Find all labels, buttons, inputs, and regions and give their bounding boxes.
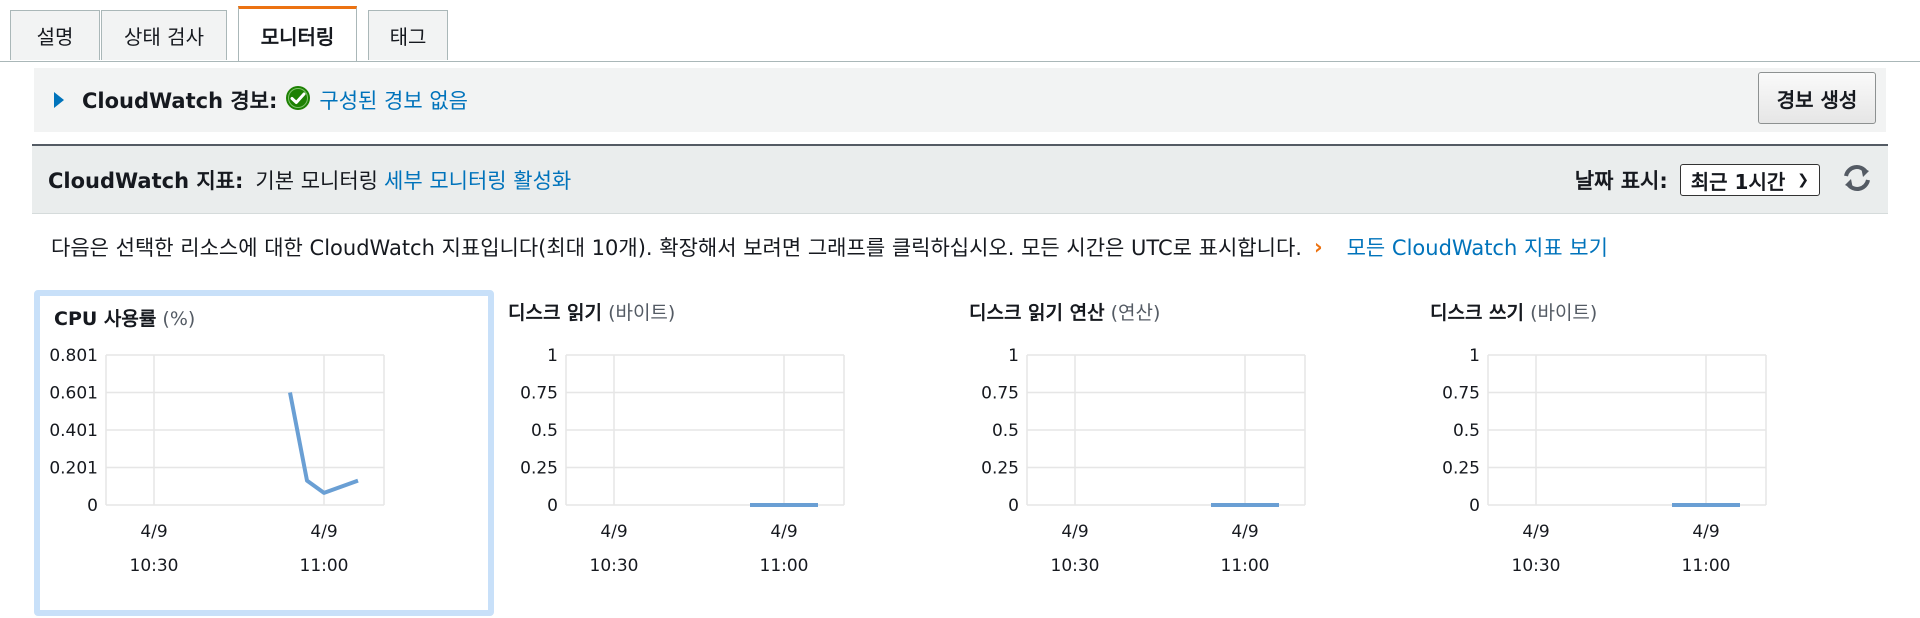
x-tick-date: 4/9	[770, 522, 797, 542]
series-line	[288, 392, 359, 495]
chart-unit: (%)	[162, 308, 196, 330]
enable-detailed-monitoring-link[interactable]: 세부 모니터링 활성화	[384, 169, 572, 193]
view-all-metrics-link[interactable]: 모든 CloudWatch 지표 보기	[1346, 236, 1608, 260]
x-tick-date: 4/9	[1692, 522, 1719, 542]
x-tick-time: 10:30	[1051, 556, 1100, 576]
chart-unit: (연산)	[1110, 302, 1161, 324]
monitoring-mode: 기본 모니터링	[255, 169, 379, 193]
chart-plot: 1 0.75 0.5 0.25 0 4/9 10:30 4/9 11:00	[520, 346, 845, 576]
x-tick-time: 11:00	[760, 556, 809, 576]
chart-unit: (바이트)	[1530, 302, 1598, 324]
date-range-label: 날짜 표시:	[1574, 169, 1668, 193]
metrics-info-text: 다음은 선택한 리소스에 대한 CloudWatch 지표입니다(최대 10개)…	[51, 236, 1302, 260]
y-tick-label: 0.25	[1442, 459, 1480, 479]
x-tick-time: 11:00	[300, 556, 349, 576]
chart-title-text: CPU 사용률	[54, 308, 157, 330]
y-tick-label: 1	[1008, 346, 1019, 366]
x-tick-date: 4/9	[1061, 522, 1088, 542]
chart-title-text: 디스크 읽기	[508, 302, 603, 324]
y-tick-label: 0.201	[49, 459, 98, 479]
tab-label: 모니터링	[260, 24, 335, 49]
metrics-header-left: CloudWatch 지표: 기본 모니터링 세부 모니터링 활성화	[48, 146, 571, 214]
y-tick-label: 0.75	[1442, 384, 1480, 404]
date-range-select[interactable]: 최근 1시간 ❯	[1679, 164, 1820, 196]
metrics-header-right: 날짜 표시: 최근 1시간 ❯	[1575, 146, 1874, 214]
y-tick-label: 0	[547, 496, 558, 516]
tab-bar: 설명 상태 검사 모니터링 태그	[0, 0, 1920, 62]
date-range-value: 최근 1시간	[1690, 169, 1786, 194]
alarm-panel: CloudWatch 경보: 구성된 경보 없음 경보 생성	[34, 68, 1886, 132]
tab-status-checks[interactable]: 상태 검사	[101, 10, 227, 60]
x-tick-date: 4/9	[600, 522, 627, 542]
chart-title: 디스크 쓰기 (바이트)	[1430, 298, 1597, 325]
x-tick-date: 4/9	[140, 522, 167, 542]
y-tick-label: 0.401	[49, 421, 98, 441]
tab-description[interactable]: 설명	[10, 10, 100, 60]
tab-tags[interactable]: 태그	[368, 10, 448, 60]
metrics-info: 다음은 선택한 리소스에 대한 CloudWatch 지표입니다(최대 10개)…	[51, 230, 1608, 264]
y-tick-label: 1	[1469, 346, 1480, 366]
create-alarm-button[interactable]: 경보 생성	[1758, 72, 1876, 124]
x-tick-date: 4/9	[1522, 522, 1549, 542]
y-tick-label: 0.25	[520, 459, 558, 479]
x-tick-date: 4/9	[310, 522, 337, 542]
chevron-down-icon: ❯	[1797, 172, 1809, 188]
y-tick-label: 0	[1008, 496, 1019, 516]
chart-title: 디스크 읽기 연산 (연산)	[969, 298, 1160, 325]
x-tick-time: 10:30	[130, 556, 179, 576]
alarm-summary[interactable]: CloudWatch 경보: 구성된 경보 없음	[54, 82, 468, 118]
y-tick-label: 0.75	[981, 384, 1019, 404]
chart-title: 디스크 읽기 (바이트)	[508, 298, 675, 325]
chevron-right-icon: ›	[1313, 235, 1323, 259]
chart-title-text: 디스크 읽기 연산	[969, 302, 1105, 324]
chart-cpu-utilization[interactable]: CPU 사용률 (%) 0.801 0.601 0.401 0.201 0 4/9 10:3…	[34, 290, 494, 616]
y-tick-label: 0.601	[49, 384, 98, 404]
y-tick-label: 1	[547, 346, 558, 366]
x-tick-time: 10:30	[590, 556, 639, 576]
chart-disk-write-bytes[interactable]: 디스크 쓰기 (바이트) 1 0.75 0.5 0.25 0 4/9 10:30 4/9 11:…	[1416, 290, 1876, 616]
chart-title: CPU 사용률 (%)	[54, 304, 195, 331]
tab-label: 설명	[36, 25, 74, 49]
y-tick-label: 0.5	[531, 421, 558, 441]
alarm-status-link[interactable]: 구성된 경보 없음	[319, 89, 468, 113]
metrics-title: CloudWatch 지표:	[48, 169, 244, 193]
chart-unit: (바이트)	[608, 302, 676, 324]
tab-label: 태그	[389, 25, 427, 49]
y-tick-label: 0.75	[520, 384, 558, 404]
chart-plot: 1 0.75 0.5 0.25 0 4/9 10:30 4/9 11:00	[981, 346, 1306, 576]
tab-monitoring[interactable]: 모니터링	[238, 6, 357, 61]
y-tick-label: 0.5	[1453, 421, 1480, 441]
metrics-header: CloudWatch 지표: 기본 모니터링 세부 모니터링 활성화 날짜 표시…	[32, 144, 1888, 214]
x-tick-date: 4/9	[1231, 522, 1258, 542]
check-circle-icon	[285, 85, 311, 116]
tab-label: 상태 검사	[124, 25, 204, 49]
y-tick-label: 0	[87, 496, 98, 516]
expand-caret-icon[interactable]	[54, 92, 64, 108]
chart-plot: 1 0.75 0.5 0.25 0 4/9 10:30 4/9 11:00	[1442, 346, 1767, 576]
chart-title-text: 디스크 쓰기	[1430, 302, 1525, 324]
x-tick-time: 11:00	[1221, 556, 1270, 576]
alarm-title: CloudWatch 경보:	[82, 89, 278, 113]
y-tick-label: 0	[1469, 496, 1480, 516]
x-tick-time: 10:30	[1512, 556, 1561, 576]
refresh-icon[interactable]	[1840, 163, 1874, 198]
chart-disk-read-bytes[interactable]: 디스크 읽기 (바이트) 1 0.75 0.5 0.25 0 4/9 10:30 4/9 11:…	[494, 290, 954, 616]
chart-plot: 0.801 0.601 0.401 0.201 0 4/9 10:30 4/9 11:00	[49, 346, 385, 576]
y-tick-label: 0.801	[49, 346, 98, 366]
y-tick-label: 0.5	[992, 421, 1019, 441]
y-tick-label: 0.25	[981, 459, 1019, 479]
chart-disk-read-ops[interactable]: 디스크 읽기 연산 (연산) 1 0.75 0.5 0.25 0 4/9 10:30 4/9 1…	[955, 290, 1415, 616]
x-tick-time: 11:00	[1682, 556, 1731, 576]
